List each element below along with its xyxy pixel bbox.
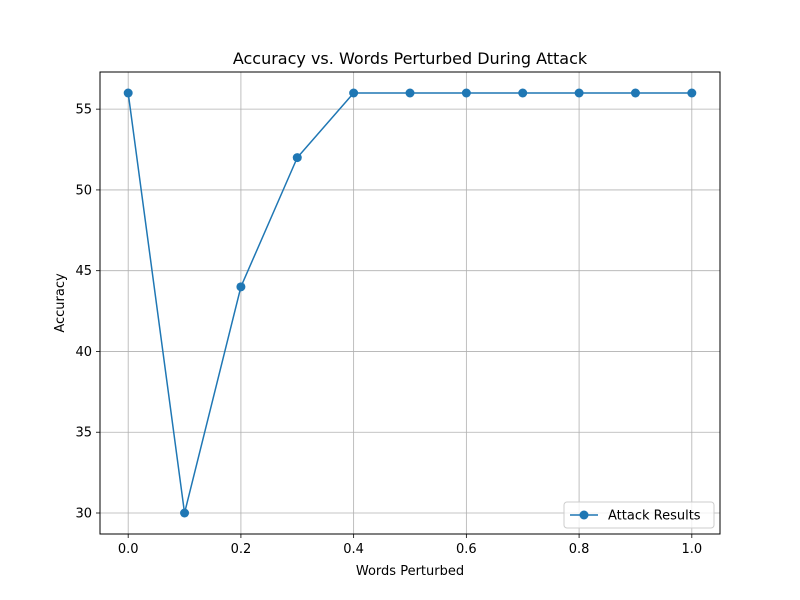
y-axis-ticks: 30 35 40 45 50 55 bbox=[75, 103, 100, 522]
y-tick-label: 35 bbox=[75, 426, 92, 441]
data-point bbox=[461, 88, 471, 98]
y-tick-label: 40 bbox=[75, 345, 92, 360]
grid bbox=[100, 72, 720, 534]
x-axis-label: Words Perturbed bbox=[356, 564, 464, 579]
chart-title: Accuracy vs. Words Perturbed During Atta… bbox=[233, 49, 588, 68]
data-point bbox=[630, 88, 640, 98]
x-tick-label: 0.0 bbox=[118, 542, 139, 557]
data-point bbox=[123, 88, 133, 98]
data-point bbox=[574, 88, 584, 98]
x-tick-label: 1.0 bbox=[681, 542, 702, 557]
data-point bbox=[292, 153, 302, 163]
series-group bbox=[123, 88, 697, 518]
legend-box bbox=[563, 501, 715, 529]
plot-frame bbox=[99, 71, 721, 535]
x-tick-label: 0.4 bbox=[343, 542, 364, 557]
x-tick-label: 0.8 bbox=[569, 542, 590, 557]
x-tick-label: 0.2 bbox=[231, 542, 252, 557]
data-point bbox=[180, 508, 190, 518]
y-tick-label: 55 bbox=[75, 103, 92, 118]
data-point bbox=[518, 88, 528, 98]
data-point bbox=[236, 282, 246, 292]
data-point bbox=[687, 88, 697, 98]
y-tick-label: 45 bbox=[75, 264, 92, 279]
data-point bbox=[349, 88, 359, 98]
legend: Attack Results bbox=[563, 501, 715, 529]
y-tick-label: 50 bbox=[75, 183, 92, 198]
legend-label: Attack Results bbox=[608, 509, 701, 524]
data-point bbox=[405, 88, 415, 98]
y-axis-label: Accuracy bbox=[53, 273, 68, 333]
legend-marker-swatch bbox=[579, 510, 589, 520]
x-axis-ticks: 0.0 0.2 0.4 0.6 0.8 1.0 bbox=[118, 534, 702, 557]
x-tick-label: 0.6 bbox=[456, 542, 477, 557]
y-tick-label: 30 bbox=[75, 507, 92, 522]
